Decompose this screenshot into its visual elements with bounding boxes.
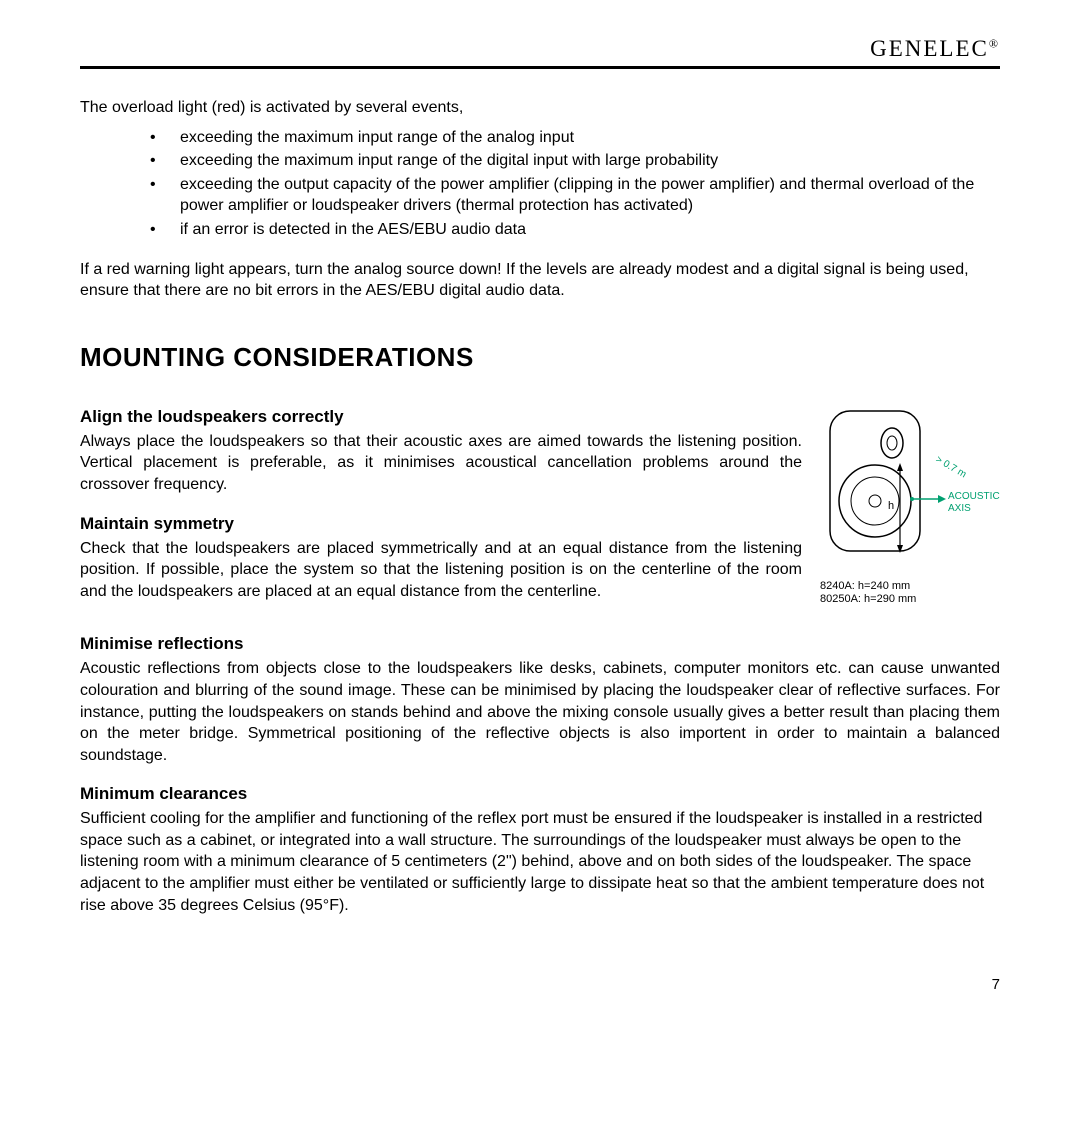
- sub-clearances-title: Minimum clearances: [80, 784, 1000, 804]
- h-label: h: [888, 500, 894, 512]
- sub-reflections-body: Acoustic reflections from objects close …: [80, 658, 1000, 766]
- distance-label: > 0.7 m: [934, 454, 969, 480]
- list-item: exceeding the output capacity of the pow…: [150, 174, 1000, 217]
- warning-paragraph: If a red warning light appears, turn the…: [80, 259, 1000, 302]
- speaker-diagram-svg: h ACOUSTIC AXIS > 0.7 m: [820, 401, 1000, 576]
- sub-reflections-title: Minimise reflections: [80, 634, 1000, 654]
- page-header: GENELEC®: [80, 36, 1000, 69]
- overload-intro: The overload light (red) is activated by…: [80, 97, 1000, 119]
- list-item: exceeding the maximum input range of the…: [150, 127, 1000, 149]
- brand-trademark: ®: [989, 36, 1000, 50]
- figure-caption-2: 80250A: h=290 mm: [820, 593, 1000, 606]
- overload-events-list: exceeding the maximum input range of the…: [80, 127, 1000, 241]
- section-title: Mounting Considerations: [80, 342, 1000, 373]
- sub-symmetry-body: Check that the loudspeakers are placed s…: [80, 538, 802, 603]
- speaker-figure: h ACOUSTIC AXIS > 0.7 m 8240A: h=240 mm …: [820, 393, 1000, 606]
- sub-clearances-body: Sufficient cooling for the amplifier and…: [80, 808, 1000, 916]
- sub-align-body: Always place the loudspeakers so that th…: [80, 431, 802, 496]
- page-number: 7: [80, 976, 1000, 993]
- brand-logo: GENELEC®: [870, 36, 1000, 62]
- brand-text: GENELEC: [870, 36, 989, 61]
- figure-caption-1: 8240A: h=240 mm: [820, 580, 1000, 593]
- sub-align-title: Align the loudspeakers correctly: [80, 407, 802, 427]
- list-item: exceeding the maximum input range of the…: [150, 150, 1000, 172]
- axis-label-line2: AXIS: [948, 503, 971, 514]
- axis-label-line1: ACOUSTIC: [948, 491, 1000, 502]
- list-item: if an error is detected in the AES/EBU a…: [150, 219, 1000, 241]
- align-and-symmetry-block: Align the loudspeakers correctly Always …: [80, 393, 1000, 621]
- sub-symmetry-title: Maintain symmetry: [80, 514, 802, 534]
